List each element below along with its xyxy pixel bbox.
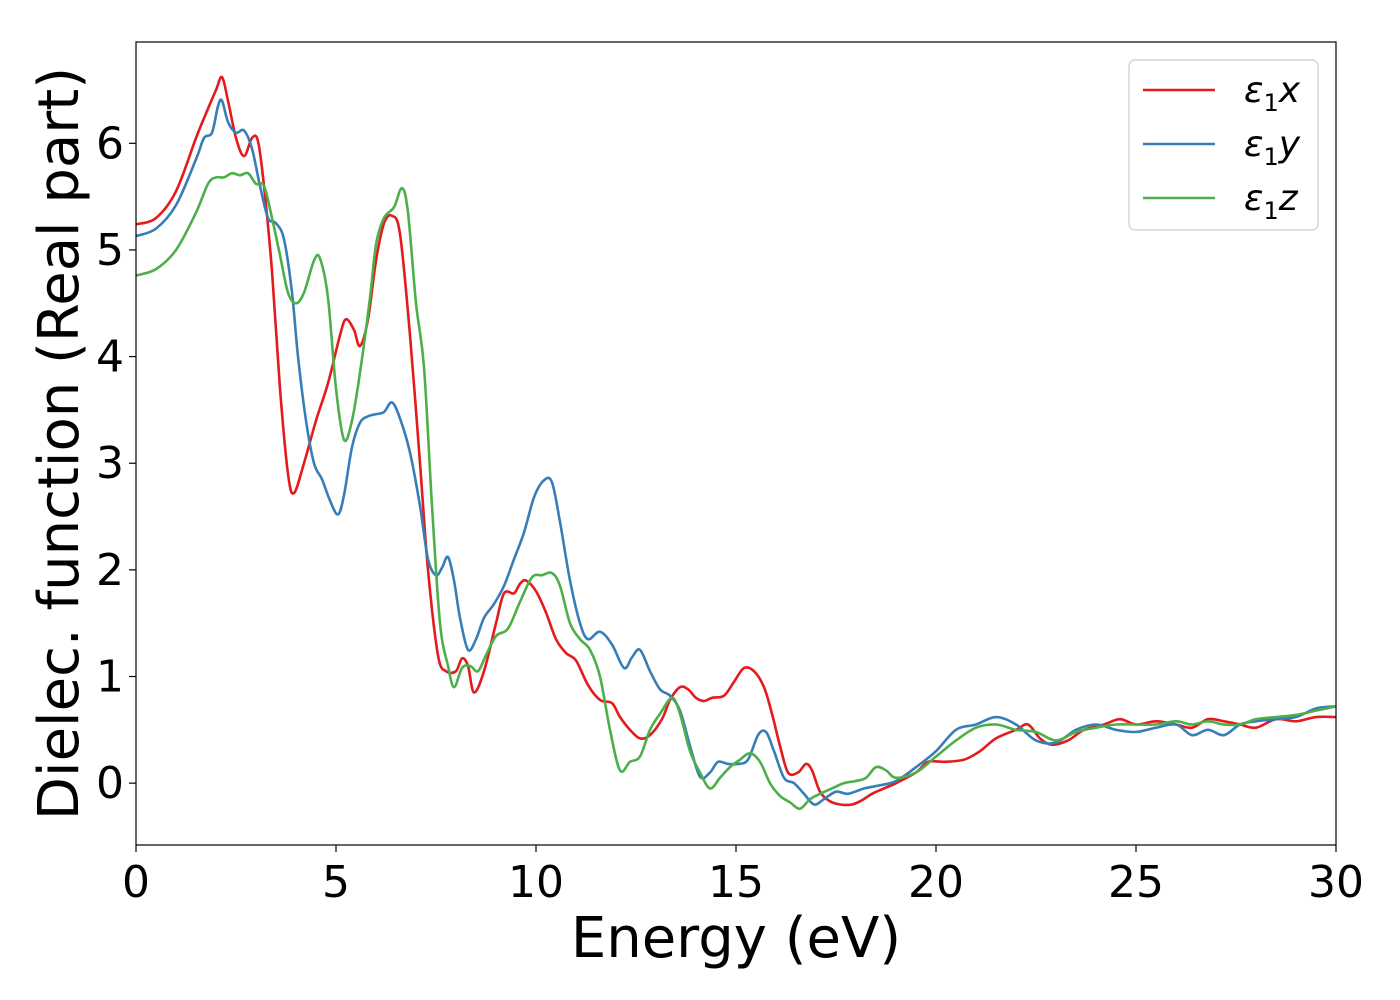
y-axis-ticks: 0 1 2 3 4 5 6 — [96, 118, 136, 809]
x-tick-label: 10 — [508, 857, 564, 908]
legend-item-y: ε1y — [1143, 124, 1301, 171]
x-tick-label: 5 — [322, 857, 350, 908]
y-tick-label: 0 — [96, 758, 124, 809]
x-tick-label: 0 — [122, 857, 150, 908]
y-tick-label: 6 — [96, 118, 124, 169]
y-tick-label: 3 — [96, 438, 124, 489]
x-tick-label: 25 — [1108, 857, 1164, 908]
legend-item-z: ε1z — [1143, 178, 1299, 225]
legend-label: ε1z — [1244, 178, 1299, 225]
legend-box — [1128, 59, 1319, 231]
x-tick-label: 20 — [908, 857, 964, 908]
legend-label: ε1y — [1244, 124, 1301, 171]
x-tick-label: 30 — [1308, 857, 1364, 908]
y-tick-label: 2 — [96, 545, 124, 596]
series-layer — [136, 75, 1336, 811]
x-axis-title: Energy (eV) — [571, 906, 901, 971]
y-axis-title: Dielec. function (Real part) — [27, 67, 92, 820]
y-tick-label: 5 — [96, 225, 124, 276]
series-line-z — [136, 171, 1336, 811]
legend: ε1x ε1y ε1z — [1128, 59, 1319, 231]
legend-label: ε1x — [1244, 70, 1301, 117]
x-axis-ticks: 0 5 10 15 20 25 30 — [122, 845, 1364, 908]
series-line-y — [136, 98, 1336, 806]
y-tick-label: 4 — [96, 332, 124, 383]
y-tick-label: 1 — [96, 652, 124, 703]
x-tick-label: 15 — [708, 857, 764, 908]
legend-item-x: ε1x — [1143, 70, 1301, 117]
